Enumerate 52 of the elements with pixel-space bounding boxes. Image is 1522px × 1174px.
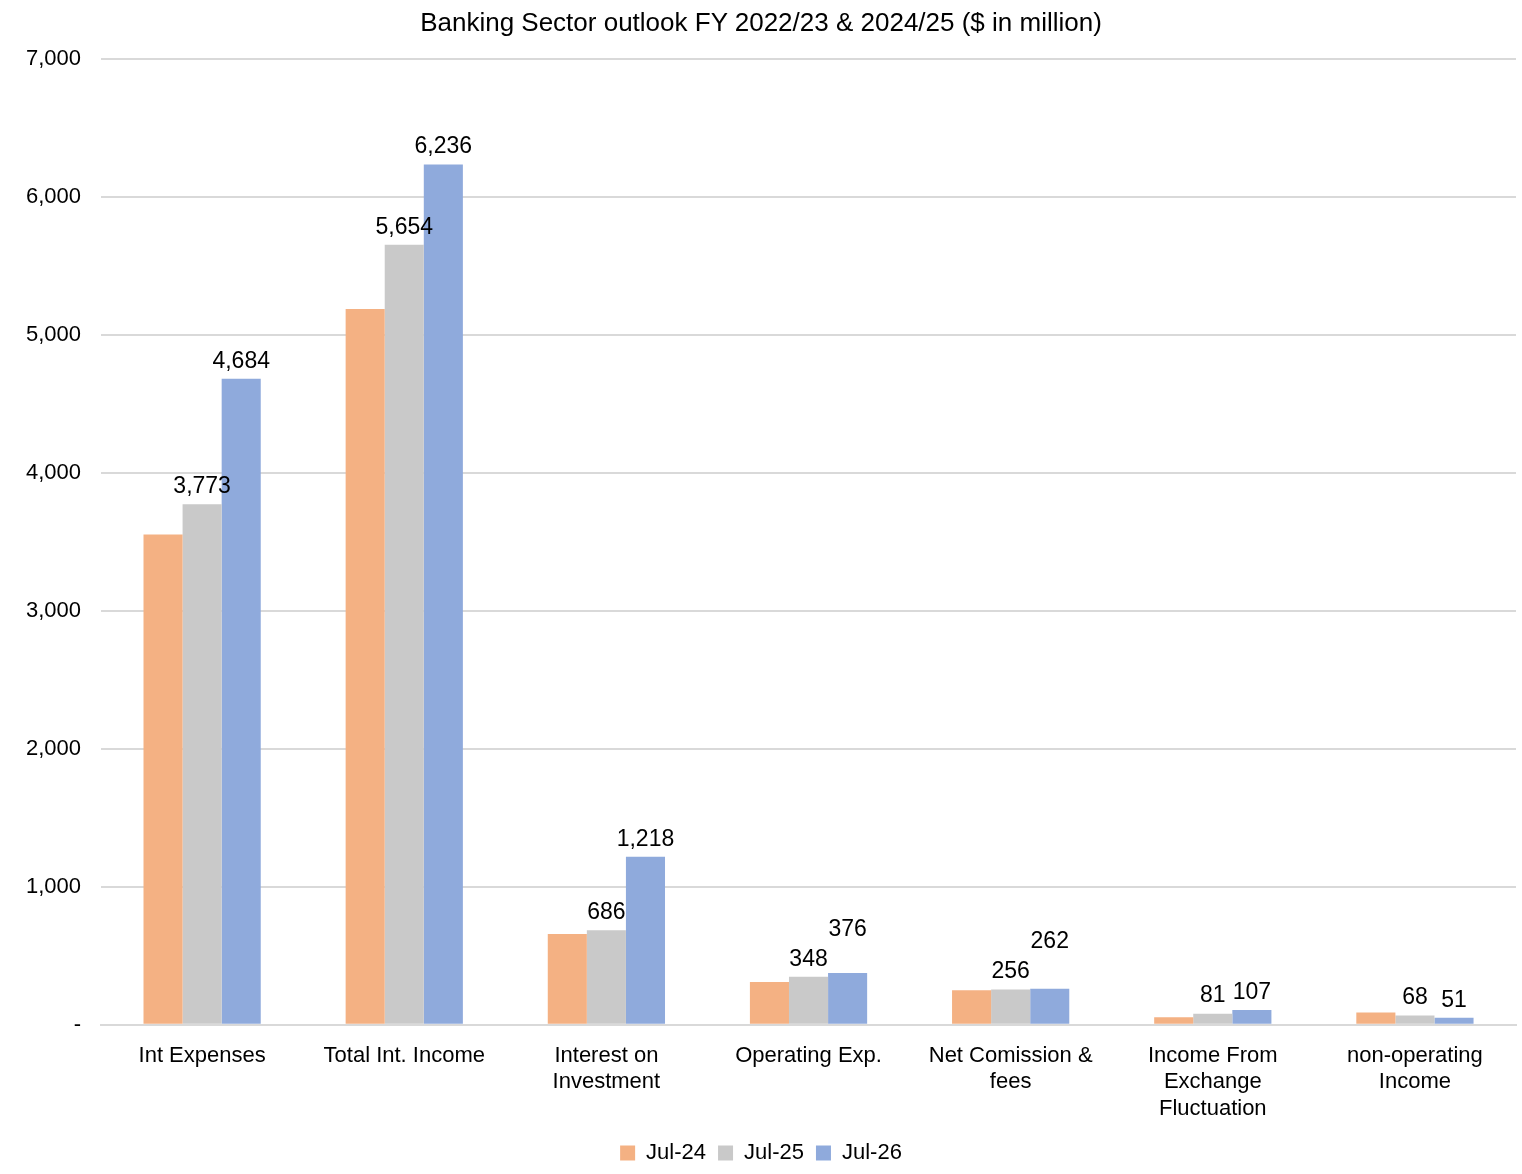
data-label: 3,773 (173, 472, 231, 499)
bar (828, 972, 868, 1024)
bar (749, 982, 789, 1024)
bar (1154, 1017, 1194, 1024)
data-label: 107 (1232, 977, 1272, 1004)
legend-label: Jul-25 (744, 1139, 804, 1165)
legend-label: Jul-26 (841, 1139, 902, 1165)
data-label: 81 (1200, 981, 1226, 1008)
y-tick-label: 7,000 (25, 45, 82, 71)
x-tick-label: Interest on Investment (552, 1042, 661, 1094)
x-tick-label: Income From Exchange Fluctuation (1148, 1042, 1278, 1120)
y-tick-label: 5,000 (25, 321, 82, 347)
x-tick-label: Int Expenses (138, 1042, 266, 1068)
x-tick-label: Operating Exp. (735, 1042, 882, 1068)
y-tick-label: 6,000 (25, 183, 82, 209)
data-label: 68 (1402, 983, 1428, 1010)
bar (345, 308, 385, 1024)
y-tick-label: 2,000 (25, 734, 82, 760)
data-label: 376 (828, 914, 867, 941)
x-tick-label: non-operating Income (1347, 1042, 1483, 1094)
chart-title: Banking Sector outlook FY 2022/23 & 2024/25 ($ in million) (420, 6, 1102, 37)
bar (1395, 1015, 1435, 1024)
bar (143, 534, 183, 1024)
bar (384, 244, 424, 1024)
bar (182, 504, 222, 1024)
bar (1193, 1013, 1233, 1024)
bar (952, 990, 992, 1024)
data-label: 256 (991, 957, 1030, 984)
bar (991, 989, 1031, 1024)
y-tick-label: 4,000 (25, 459, 82, 485)
data-label: 348 (789, 944, 828, 971)
data-label: 51 (1441, 985, 1467, 1012)
y-tick-label: 3,000 (25, 597, 82, 623)
data-label: 686 (587, 898, 626, 925)
data-label: 5,654 (375, 212, 434, 239)
data-label: 1,218 (616, 824, 675, 851)
x-tick-label: Net Comission & fees (928, 1042, 1093, 1094)
data-label: 4,684 (212, 346, 271, 373)
data-label: 6,236 (414, 132, 473, 159)
bar (1030, 988, 1070, 1024)
bar (1356, 1012, 1396, 1024)
y-tick-label: - (73, 1010, 82, 1036)
x-tick-label: Total Int. Income (323, 1042, 485, 1068)
bar (1434, 1017, 1474, 1024)
bar (1232, 1010, 1272, 1024)
bar (547, 934, 587, 1024)
data-label: 262 (1030, 927, 1069, 954)
bar (625, 856, 666, 1024)
bar (586, 930, 626, 1024)
y-tick-label: 1,000 (25, 872, 82, 898)
legend-label: Jul-24 (646, 1139, 707, 1165)
bar (788, 976, 829, 1024)
